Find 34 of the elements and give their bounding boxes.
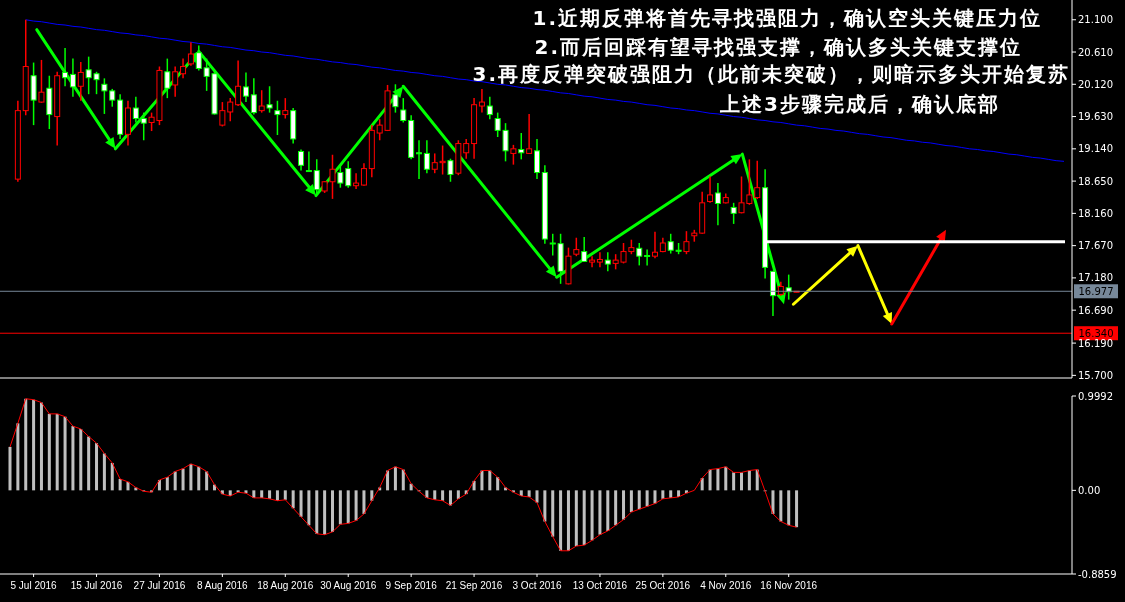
x-tick-label: 27 Jul 2016 [133,580,186,591]
x-tick-label: 5 Jul 2016 [10,580,58,591]
x-tick-label: 18 Aug 2016 [257,580,314,591]
y-tick-label: 18.650 [1078,175,1113,187]
annotation: 1.近期反弹将首先寻找强阻力，确认空头关键压力位 [532,6,1042,30]
annotation: 上述3步骤完成后，确认底部 [719,92,1000,116]
x-tick-label: 4 Nov 2016 [700,580,752,591]
annotation: 2.而后回踩有望寻找强支撑，确认多头关键支撑位 [534,35,1022,59]
y-tick-label: 0.00 [1078,484,1101,496]
y-tick-label: 19.630 [1078,111,1113,123]
y-tick-label: -0.8859 [1078,568,1117,580]
y-tick-label: 19.140 [1078,143,1113,155]
ref-line-label: 16.977 [1078,285,1114,297]
y-tick-label: 20.610 [1078,46,1113,58]
x-tick-label: 9 Sep 2016 [385,580,438,591]
x-tick-label: 21 Sep 2016 [445,580,503,591]
y-tick-label: 21.100 [1078,14,1113,26]
y-tick-label: 17.670 [1078,240,1113,252]
x-tick-label: 16 Nov 2016 [760,580,818,591]
x-tick-label: 25 Oct 2016 [635,580,691,591]
x-tick-label: 3 Oct 2016 [512,580,562,591]
y-tick-label: 16.190 [1078,337,1113,349]
ref-line-label: 16.340 [1078,327,1114,339]
y-tick-label: 20.120 [1078,78,1113,90]
x-tick-label: 30 Aug 2016 [320,580,377,591]
y-tick-label: 18.160 [1078,207,1113,219]
y-tick-label: 0.9992 [1078,390,1113,402]
y-tick-label: 15.700 [1078,369,1113,381]
x-tick-label: 8 Aug 2016 [197,580,249,591]
x-tick-label: 13 Oct 2016 [572,580,628,591]
x-tick-label: 15 Jul 2016 [70,580,123,591]
y-tick-label: 16.690 [1078,304,1113,316]
y-tick-label: 17.180 [1078,272,1113,284]
annotation: 3.再度反弹突破强阻力（此前未突破），则暗示多头开始复苏 [472,62,1070,86]
